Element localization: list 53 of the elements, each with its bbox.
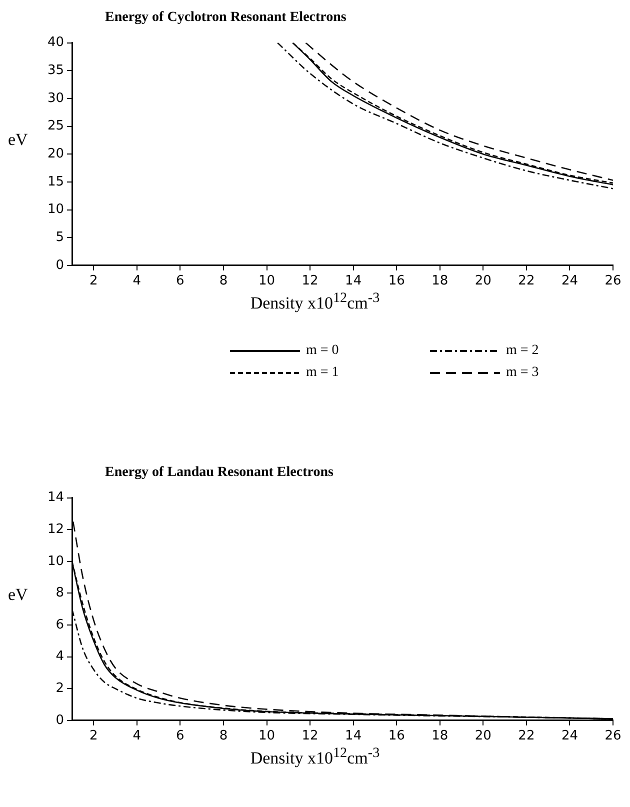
y-tick-label: 30 xyxy=(47,90,64,106)
x-tick-label: 26 xyxy=(604,274,622,289)
x-tick-label: 24 xyxy=(561,274,578,289)
x-tick-label: 20 xyxy=(474,728,492,744)
chart-title: Energy of Cyclotron Resonant Electrons xyxy=(105,10,346,26)
x-axis-title: Density x10$^{12}$cm$^{-3}$ xyxy=(249,745,381,769)
legend-label: m = 1 xyxy=(306,365,339,381)
x-tick-label: 6 xyxy=(176,728,184,744)
y-tick-label: 14 xyxy=(47,490,64,506)
y-tick-label: 10 xyxy=(47,554,64,569)
y-tick-label: 5 xyxy=(56,230,64,245)
x-tick-label: 2 xyxy=(90,728,98,744)
x-tick-label: 4 xyxy=(132,728,142,744)
y-tick-label: 20 xyxy=(47,146,64,162)
x-axis-title: Density x10$^{12}$cm$^{-3}$ xyxy=(249,290,381,314)
x-tick-label: 10 xyxy=(258,274,276,289)
legend-label: m = 0 xyxy=(306,343,339,359)
x-tick-label: 12 xyxy=(302,728,318,744)
x-tick-label: 2 xyxy=(90,274,98,289)
x-tick-label: 14 xyxy=(345,728,362,744)
x-tick-label: 18 xyxy=(432,728,448,744)
y-tick-label: 0 xyxy=(56,258,64,273)
x-tick-label: 12 xyxy=(302,274,318,289)
legend-label: m = 2 xyxy=(506,343,539,359)
y-tick-label: 4 xyxy=(56,649,64,664)
y-tick-label: 6 xyxy=(56,617,64,632)
legend-label: m = 3 xyxy=(506,365,539,381)
x-tick-label: 8 xyxy=(219,728,228,744)
x-tick-label: 14 xyxy=(345,274,362,289)
y-axis-title: eV xyxy=(8,585,28,605)
chart-title: Energy of Landau Resonant Electrons xyxy=(105,465,334,481)
y-axis-title: eV xyxy=(8,130,28,150)
x-tick-label: 20 xyxy=(474,274,492,289)
y-tick-label: 35 xyxy=(47,63,64,78)
x-tick-label: 26 xyxy=(604,728,622,744)
y-tick-label: 25 xyxy=(47,118,64,134)
x-tick-label: 18 xyxy=(432,274,448,289)
x-tick-label: 10 xyxy=(258,728,276,744)
x-tick-label: 16 xyxy=(388,274,405,289)
y-tick-label: 10 xyxy=(47,202,64,218)
y-tick-label: 8 xyxy=(56,586,64,601)
x-tick-label: 8 xyxy=(219,274,228,289)
x-tick-label: 6 xyxy=(176,274,184,289)
x-tick-label: 22 xyxy=(518,728,535,744)
x-tick-label: 4 xyxy=(132,274,142,289)
y-tick-label: 0 xyxy=(56,712,64,728)
y-tick-label: 2 xyxy=(56,680,64,696)
y-tick-label: 15 xyxy=(47,174,64,190)
x-tick-label: 16 xyxy=(388,728,405,744)
x-tick-label: 24 xyxy=(561,728,578,744)
y-tick-label: 40 xyxy=(47,35,64,50)
x-tick-label: 22 xyxy=(518,274,535,289)
y-tick-label: 12 xyxy=(47,522,64,537)
